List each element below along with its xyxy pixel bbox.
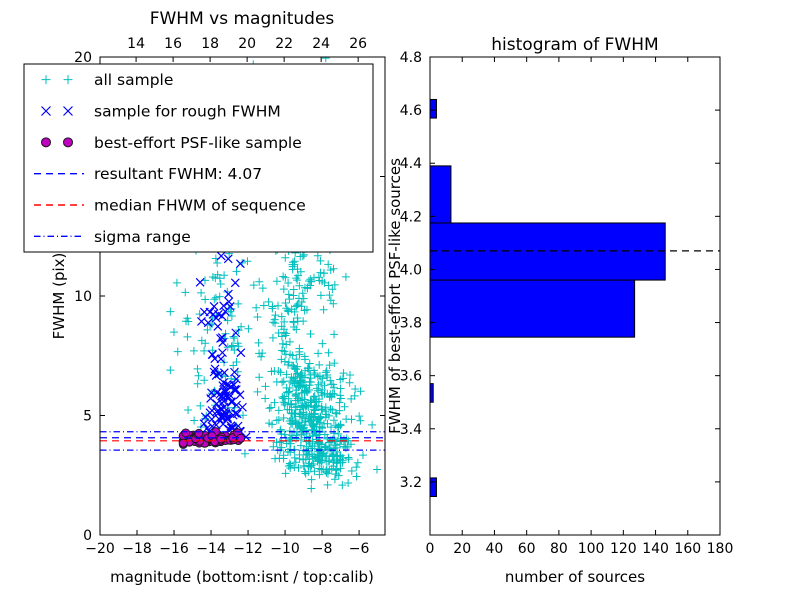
legend-item-label: median FHWM of sequence (94, 197, 306, 215)
legend-item-label: all sample (94, 71, 173, 89)
hist-bar (429, 279, 636, 338)
left-yaxis-label: FWHM (pix) (50, 253, 68, 340)
left-xtick-label: −16 (159, 541, 189, 557)
right-xtick-label: 120 (610, 541, 637, 557)
left-top-xtick-label: 18 (201, 36, 219, 52)
left-xtick-label: −8 (312, 541, 333, 557)
left-xaxis-label: magnitude (bottom:isnt / top:calib) (110, 568, 374, 586)
legend-box (23, 63, 374, 253)
left-ytick-label: 5 (83, 409, 92, 425)
left-top-xtick-label: 20 (238, 36, 256, 52)
right-ytick-label: 3.2 (400, 475, 422, 491)
legend-item-label: sigma range (94, 228, 191, 246)
legend-item-label: resultant FWHM: 4.07 (94, 165, 262, 183)
scatter-series-rough-fwhm-sample (195, 208, 251, 442)
right-ytick-label: 3.4 (400, 422, 422, 438)
legend: all sample sample for rough FWHM best-effo… (23, 63, 374, 253)
right-xtick-label: 180 (707, 541, 734, 557)
left-xtick-label: −10 (270, 541, 300, 557)
hist-bar (429, 98, 437, 119)
left-xtick-label: −20 (85, 541, 115, 557)
right-ytick-label: 4.2 (400, 209, 422, 225)
right-ytick-label: 4.6 (400, 103, 422, 119)
hist-bar (429, 165, 452, 224)
left-ytick-label: 0 (83, 528, 92, 544)
hist-bar (429, 222, 666, 281)
right-xtick-label: 20 (453, 541, 471, 557)
left-xtick-label: −18 (122, 541, 152, 557)
left-xtick-label: −6 (349, 541, 370, 557)
right-xtick-label: 160 (674, 541, 701, 557)
plot-render-root: −20 −18 −16 −14 −12 −10 −8 −6 14 16 18 20 22 24 26 0 5 10… (23, 36, 734, 557)
right-xtick-label: 140 (642, 541, 669, 557)
right-chart-title: histogram of FWHM (491, 35, 658, 55)
right-axes-frame (429, 56, 721, 536)
left-top-xtick-label: 14 (127, 36, 145, 52)
right-ytick-label: 4.0 (400, 262, 422, 278)
right-ytick-label: 4.4 (400, 156, 422, 172)
left-top-xtick-label: 22 (275, 36, 293, 52)
legend-item-label: best-effort PSF-like sample (94, 134, 302, 152)
right-xtick-label: 100 (578, 541, 605, 557)
hist-bar (429, 477, 437, 497)
right-xtick-label: 0 (426, 541, 435, 557)
right-xtick-label: 40 (486, 541, 504, 557)
right-xaxis-label: number of sources (505, 568, 645, 586)
left-top-xtick-label: 26 (349, 36, 367, 52)
right-xtick-label: 80 (550, 541, 568, 557)
legend-item-label: sample for rough FWHM (94, 103, 281, 121)
right-ytick-label: 3.6 (400, 369, 422, 385)
left-chart-title: FWHM vs magnitudes (150, 9, 335, 29)
left-top-xtick-label: 24 (312, 36, 330, 52)
left-top-xtick-label: 16 (164, 36, 182, 52)
left-ytick-label: 10 (74, 289, 92, 305)
left-xtick-label: −14 (196, 541, 226, 557)
left-xtick-label: −12 (233, 541, 263, 557)
right-xtick-label: 60 (518, 541, 536, 557)
right-ytick-label: 4.8 (400, 50, 422, 66)
right-yaxis-label: FWHM of best-effort PSF-like sources (386, 158, 404, 434)
right-ytick-label: 3.8 (400, 316, 422, 332)
left-ytick-label: 20 (74, 50, 92, 66)
